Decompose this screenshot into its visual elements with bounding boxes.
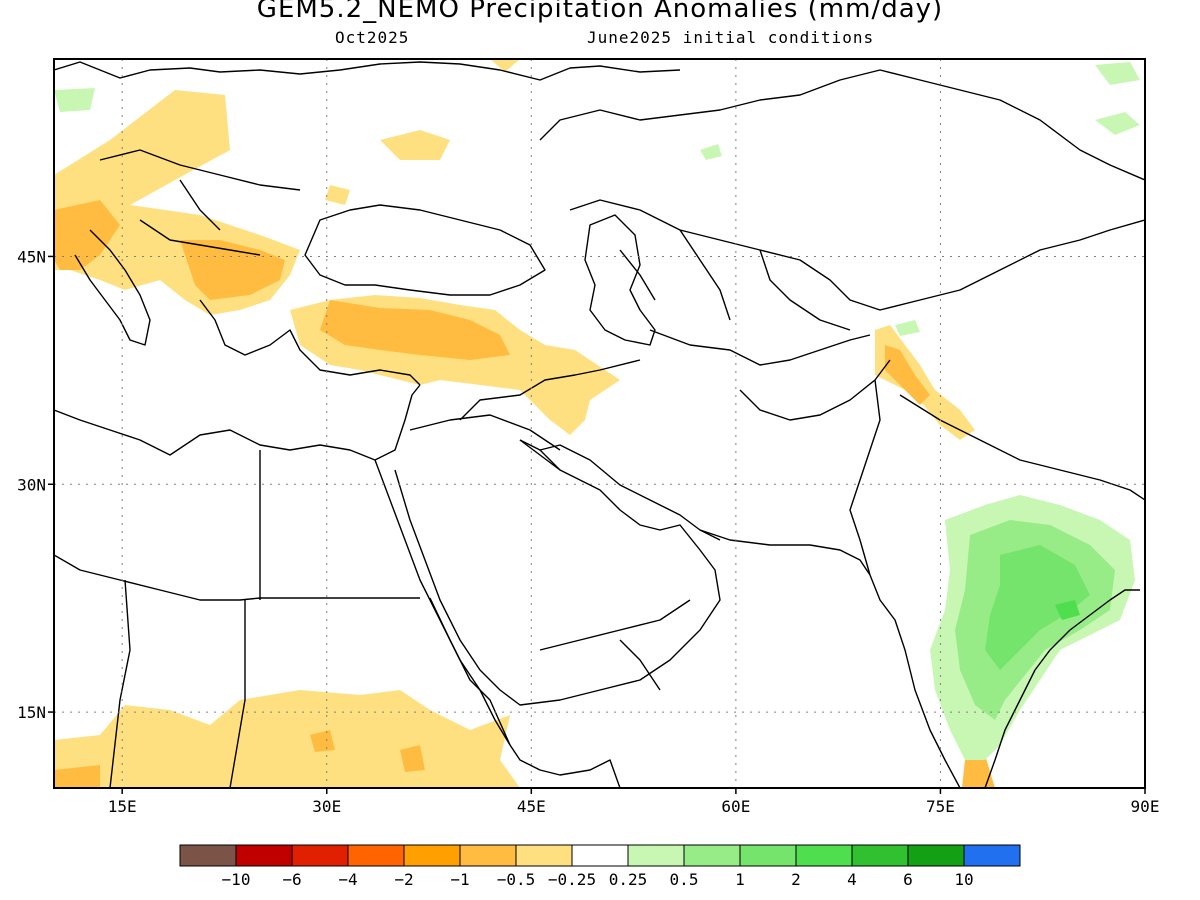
coastline-greece-turkey xyxy=(199,299,421,386)
colorbar-label: 10 xyxy=(954,870,973,889)
border-asia-north xyxy=(539,69,1145,181)
colorbar-swatch xyxy=(179,844,237,867)
tick-label-lat: 15N xyxy=(17,703,46,722)
tick-label-lon: 45E xyxy=(517,797,546,816)
wet-anomaly-bay-of-bengal-core xyxy=(985,545,1090,670)
colorbar-swatch xyxy=(291,844,349,867)
colorbar-label: −0.25 xyxy=(548,870,596,889)
map-title: GEM5.2_NEMO Precipitation Anomalies (mm/… xyxy=(256,0,944,24)
colorbar-swatch xyxy=(739,844,797,867)
coastline-horn-of-africa xyxy=(509,744,621,788)
dry-anomaly-pakistan-core xyxy=(885,345,930,405)
wet-anomaly-shading xyxy=(54,62,1140,760)
colorbar-swatch xyxy=(963,844,1021,867)
wet-anomaly-bangladesh-spot xyxy=(1055,600,1080,620)
wet-anomaly-kazakhstan xyxy=(700,144,722,160)
dry-anomaly-pakistan-north xyxy=(875,325,975,440)
border-saudi-yemen xyxy=(539,599,691,651)
border-pakistan-india xyxy=(849,379,881,576)
coastline-arabia xyxy=(394,439,721,706)
colorbar-swatch xyxy=(683,844,741,867)
wet-anomaly-siberia-2 xyxy=(1095,112,1140,135)
border-africa-sudan xyxy=(54,450,420,788)
border-mideast xyxy=(409,359,641,471)
coastline-caspian-sea xyxy=(584,214,656,346)
border-iran-afghanistan xyxy=(649,329,871,366)
forecast-month: Oct2025 xyxy=(335,28,410,47)
dry-anomaly-sahel xyxy=(54,690,520,788)
colorbar-swatch xyxy=(459,844,517,867)
coastlines-and-borders xyxy=(54,61,1145,788)
tick-label-lon: 60E xyxy=(721,797,750,816)
dry-anomaly-balkans-core xyxy=(54,200,285,300)
border-balkans xyxy=(99,149,301,256)
dry-anomaly-sahel-core xyxy=(54,730,425,788)
colorbar-label: −0.5 xyxy=(497,870,536,889)
wet-anomaly-hindu-kush xyxy=(895,320,920,336)
coastline-india-west xyxy=(869,574,961,788)
tick-label-lon: 30E xyxy=(312,797,341,816)
colorbar-label: −1 xyxy=(450,870,469,889)
colorbar-swatch xyxy=(851,844,909,867)
colorbar-swatch xyxy=(235,844,293,867)
coastline-mediterranean-south xyxy=(54,384,421,461)
colorbar-swatch xyxy=(907,844,965,867)
coastline-iran-pakistan xyxy=(699,529,871,576)
dry-anomaly-hungary xyxy=(325,130,450,205)
dry-anomaly-arctic xyxy=(490,59,520,72)
border-india-nepal-china xyxy=(899,394,1145,501)
tick-label-lon: 15E xyxy=(108,797,137,816)
colorbar-swatch xyxy=(571,844,629,867)
colorbar-label: −10 xyxy=(222,870,251,889)
tick-label-lat: 30N xyxy=(17,475,46,494)
colorbar-swatch xyxy=(795,844,853,867)
colorbar-swatch xyxy=(627,844,685,867)
map-axis-ticks: 15E 30E 45E 60E 75E 90E 45N 30N 15N xyxy=(17,247,1159,816)
colorbar-label: 4 xyxy=(847,870,857,889)
dry-anomaly-shading xyxy=(54,59,995,788)
wet-anomaly-europe-west xyxy=(54,88,95,112)
coastline-india-east xyxy=(984,589,1140,788)
map-frame xyxy=(53,58,1146,789)
dry-anomaly-turkey-core xyxy=(320,300,510,360)
colorbar-label: 6 xyxy=(903,870,913,889)
tick-label-lon: 90E xyxy=(1131,797,1160,816)
coastline-europe-north xyxy=(54,61,681,81)
map-canvas xyxy=(54,59,1145,788)
colorbar-label: −6 xyxy=(282,870,301,889)
colorbar-label: 1 xyxy=(735,870,745,889)
colorbar-swatch xyxy=(515,844,573,867)
border-central-asia xyxy=(619,229,851,331)
border-ethiopia xyxy=(429,597,661,746)
coastline-italy xyxy=(74,229,151,346)
map-gridlines xyxy=(54,59,1145,788)
initial-conditions-label: June2025 initial conditions xyxy=(587,28,875,47)
colorbar-label: −2 xyxy=(394,870,413,889)
colorbar-legend: −10 −6 −4 −2 −1 −0.5 −0.25 0.25 0.5 1 2 4 6 10 xyxy=(179,844,1021,889)
colorbar-label: 2 xyxy=(791,870,801,889)
tick-label-lon: 75E xyxy=(926,797,955,816)
colorbar-swatch xyxy=(347,844,405,867)
colorbar-swatch xyxy=(403,844,461,867)
border-afghanistan-pakistan xyxy=(739,359,891,421)
wet-anomaly-siberia-1 xyxy=(1095,62,1140,85)
dry-anomaly-india-tip xyxy=(962,755,995,788)
colorbar-label: 0.5 xyxy=(670,870,699,889)
coastline-black-sea xyxy=(304,204,546,296)
colorbar-label: 0.25 xyxy=(609,870,648,889)
tick-label-lat: 45N xyxy=(17,247,46,266)
border-kazakhstan-south xyxy=(569,199,1145,311)
colorbar-label: −4 xyxy=(338,870,357,889)
coastline-persian-gulf xyxy=(539,444,721,541)
